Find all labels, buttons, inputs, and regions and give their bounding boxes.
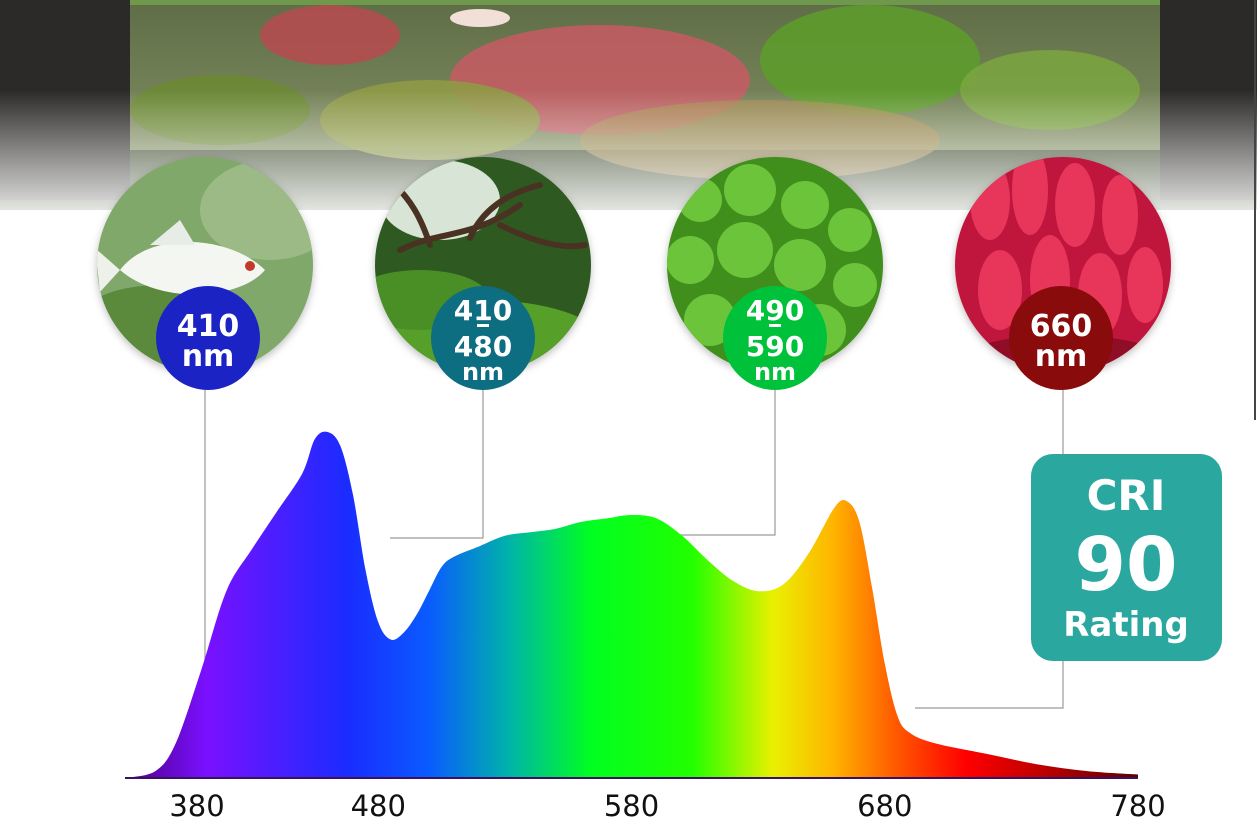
- badge-660-line1: 660: [1030, 309, 1093, 344]
- leader-line-410-480: [390, 385, 484, 539]
- range-dash-410-480: [477, 324, 489, 327]
- x-tick-label: 580: [604, 789, 659, 823]
- cri-rating-label: Rating: [1063, 605, 1189, 645]
- wavelength-badge-410: 410 nm: [156, 286, 260, 390]
- badge-410-480-line1: 410: [454, 294, 512, 327]
- wavelength-badge-490-590: 490 590 nm: [723, 286, 827, 390]
- fish-photo: [97, 220, 265, 295]
- range-dash-490-590: [769, 324, 781, 327]
- leader-line-490-590: [603, 385, 776, 536]
- badge-490-590-line1: 490: [746, 294, 804, 327]
- badge-490-590-line3: nm: [754, 358, 796, 386]
- x-tick-label: 380: [169, 789, 224, 823]
- badge-410-480-line2: 480: [454, 330, 512, 363]
- badge-660-line2: nm: [1035, 339, 1088, 374]
- cri-value: 90: [1075, 522, 1178, 608]
- x-tick-label: 680: [857, 789, 912, 823]
- cri-label: CRI: [1087, 471, 1166, 520]
- badge-410-480-line3: nm: [462, 358, 504, 386]
- x-tick-label: 780: [1110, 789, 1165, 823]
- spectrum-chart: 380 480 580 680 780: [125, 431, 1166, 823]
- x-tick-label: 480: [351, 789, 406, 823]
- wavelength-badge-410-480: 410 480 nm: [431, 286, 535, 390]
- x-axis-ticks: 380 480 580 680 780: [169, 789, 1165, 823]
- badge-410-line1: 410: [177, 309, 240, 344]
- spectrum-area: [125, 431, 1138, 778]
- badge-410-line2: nm: [182, 339, 235, 374]
- badge-490-590-line2: 590: [746, 330, 804, 363]
- cri-badge: CRI 90 Rating: [1031, 454, 1222, 661]
- wavelength-badge-660: 660 nm: [1009, 286, 1113, 390]
